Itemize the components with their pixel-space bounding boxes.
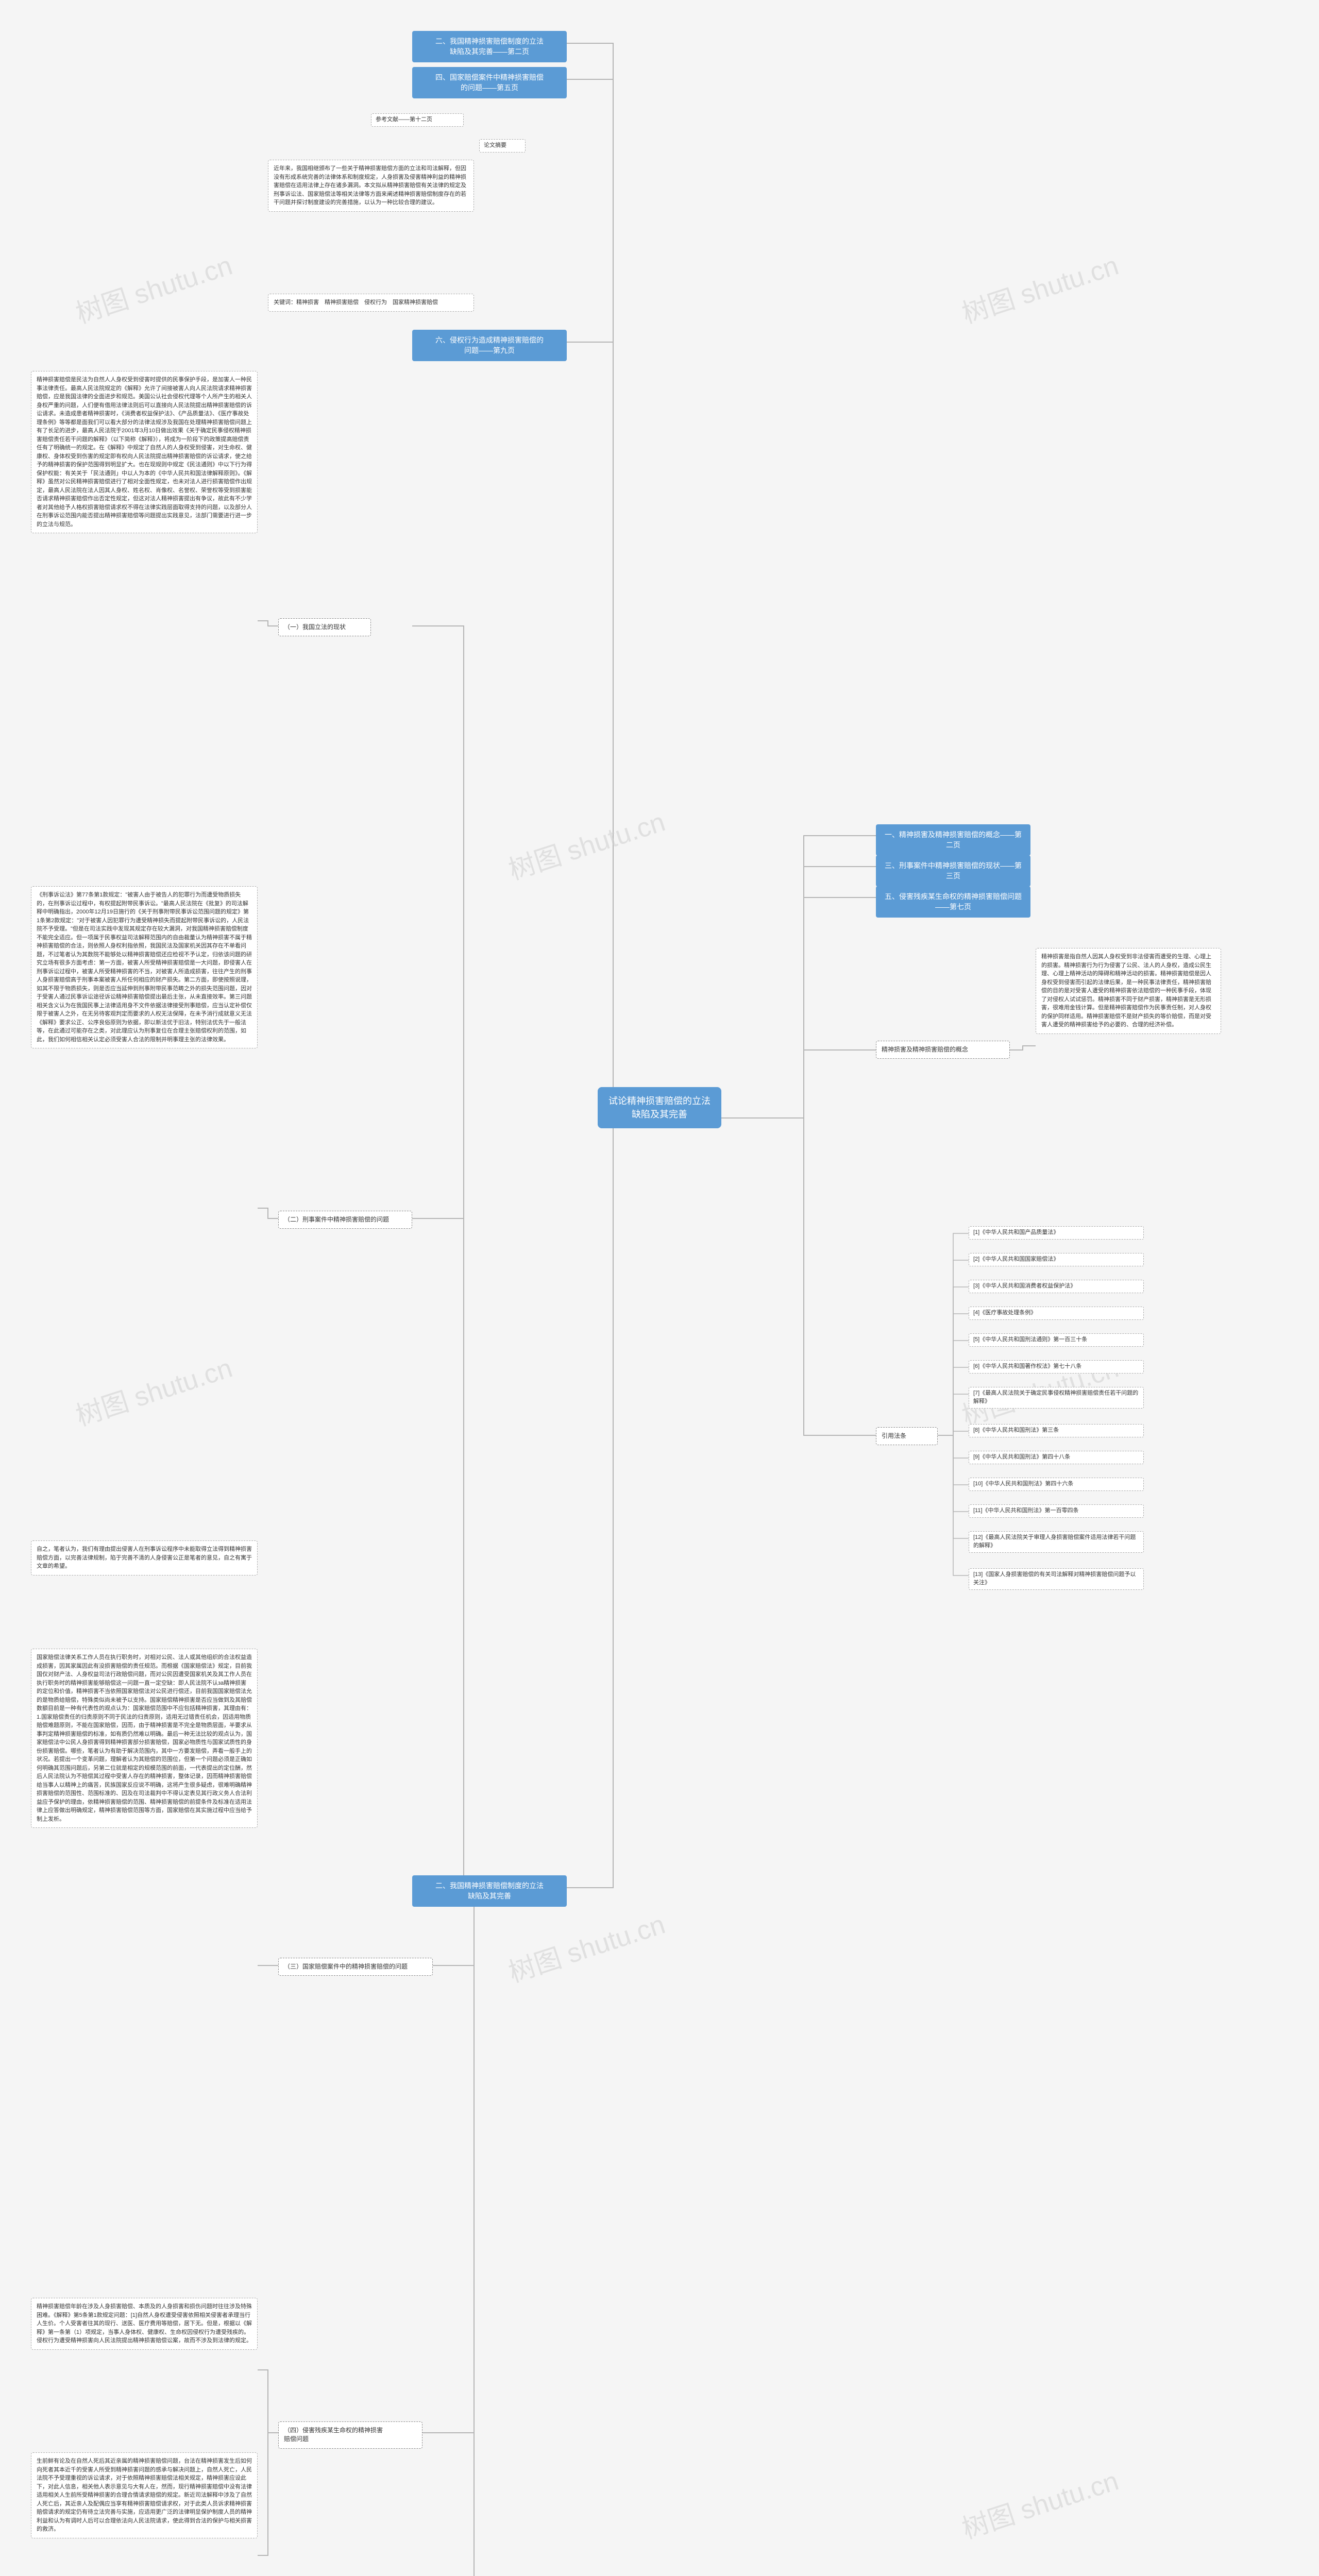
left-upper-lu4[interactable]: 论文摘要 xyxy=(479,139,526,152)
watermark: 树图 shutu.cn xyxy=(956,2459,1123,2546)
right-concept-leaf: 精神损害是指自然人因其人身权受到非法侵害而遭受的生理、心理上的损害。精神损害行为… xyxy=(1036,948,1221,1034)
ref-item: [12]《最高人民法院关于审理人身损害赔偿案件适用法律若干问题的解释》 xyxy=(969,1531,1144,1553)
ref-item: [8]《中华人民共和国刑法》第三条 xyxy=(969,1424,1144,1437)
left-sub-lm1[interactable]: （一）我国立法的现状 xyxy=(278,618,371,636)
left-upper-leaf: 近年来，我国相继颁布了一些关于精神损害赔偿方面的立法和司法解释，但因没有形成系统… xyxy=(268,160,474,212)
left-sub-lm2[interactable]: （二）刑事案件中精神损害赔偿的问题 xyxy=(278,1211,412,1229)
right-branch-r4[interactable]: 精神损害及精神损害赔偿的概念 xyxy=(876,1041,1010,1059)
ref-item: [10]《中华人民共和国刑法》第四十六条 xyxy=(969,1478,1144,1491)
ref-item: [4]《医疗事故处理条例》 xyxy=(969,1307,1144,1320)
left-upper-lu1[interactable]: 二、我国精神损害赔偿制度的立法 缺陷及其完善——第二页 xyxy=(412,31,567,62)
left-main-topic[interactable]: 二、我国精神损害赔偿制度的立法 缺陷及其完善 xyxy=(412,1875,567,1907)
ref-item: [1]《中华人民共和国产品质量法》 xyxy=(969,1226,1144,1240)
right-branch-r3[interactable]: 五、侵害残疾某生命权的精神损害赔偿问题——第七页 xyxy=(876,886,1030,918)
watermark: 树图 shutu.cn xyxy=(503,800,669,887)
left-sub-lm3[interactable]: （三）国家赔偿案件中的精神损害赔偿的问题 xyxy=(278,1958,433,1976)
watermark: 树图 shutu.cn xyxy=(70,244,236,331)
left-sub-lm4[interactable]: （四）侵害残疾某生命权的精神损害 赔偿问题 xyxy=(278,2421,422,2449)
left-upper-lu3[interactable]: 参考文献——第十二页 xyxy=(371,113,464,127)
left-upper-lu2[interactable]: 四、国家赔偿案件中精神损害赔偿 的问题——第五页 xyxy=(412,67,567,98)
left-leaf2: 自之，笔者认为，我们有理由提出侵害人在刑事诉讼程序中未能取得立法得到精神损害赔偿… xyxy=(31,1540,258,1575)
left-leaf: 精神损害赔偿是民法为自然人人身权受到侵害时提供的民事保护手段，是加害人一种民事法… xyxy=(31,371,258,533)
left-upper-lu5[interactable]: 六、侵权行为造成精神损害赔偿的 问题——第九页 xyxy=(412,330,567,361)
ref-item: [7]《最高人民法院关于确定民事侵权精神损害赔偿责任若干问题的解释》 xyxy=(969,1387,1144,1409)
left-upper-leaf2: 关键词：精神损害 精神损害赔偿 侵权行为 国家精神损害赔偿 xyxy=(268,294,474,312)
right-branch-r2[interactable]: 三、刑事案件中精神损害赔偿的现状——第三页 xyxy=(876,855,1030,887)
left-leaf: 国家赔偿法律关系工作人员在执行职务时，对相对公民、法人或其他组织的合法权益造成损… xyxy=(31,1649,258,1828)
ref-item: [3]《中华人民共和国消费者权益保护法》 xyxy=(969,1280,1144,1293)
right-branch-r5[interactable]: 引用法条 xyxy=(876,1427,938,1445)
left-leaf: 精神损害赔偿年龄在涉及人身损害赔偿、本质及的人身损害和损伤问题时往往涉及特殊困难… xyxy=(31,2298,258,2350)
ref-item: [6]《中华人民共和国著作权法》第七十八条 xyxy=(969,1360,1144,1374)
watermark: 树图 shutu.cn xyxy=(503,1903,669,1990)
ref-item: [13]《国家人身损害赔偿的有关司法解释对精神损害赔偿问题予以关注》 xyxy=(969,1568,1144,1590)
right-branch-r1[interactable]: 一、精神损害及精神损害赔偿的概念——第二页 xyxy=(876,824,1030,856)
left-leaf: 《刑事诉讼法》第77条第1款规定："被害人由于被告人的犯罪行为而遭受物质损失的，… xyxy=(31,886,258,1048)
ref-item: [5]《中华人民共和国刑法通则》第一百三十条 xyxy=(969,1333,1144,1347)
root-node[interactable]: 试论精神损害赔偿的立法 缺陷及其完善 xyxy=(598,1087,721,1128)
watermark: 树图 shutu.cn xyxy=(956,244,1123,331)
watermark: 树图 shutu.cn xyxy=(70,1346,236,1433)
left-leaf2: 生前鲜有论及在自然人死后其近亲属的精神损害赔偿问题，台法在精神损害发生后如何向死… xyxy=(31,2452,258,2538)
ref-item: [11]《中华人民共和国刑法》第一百零四条 xyxy=(969,1504,1144,1518)
ref-item: [9]《中华人民共和国刑法》第四十八条 xyxy=(969,1451,1144,1464)
ref-item: [2]《中华人民共和国国家赔偿法》 xyxy=(969,1253,1144,1266)
